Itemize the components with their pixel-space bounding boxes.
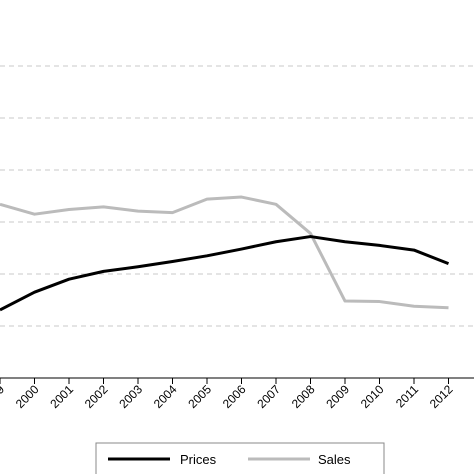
legend: Prices Sales bbox=[95, 442, 385, 474]
x-tick-label: 2009 bbox=[323, 382, 352, 411]
x-tick-label: 2005 bbox=[185, 382, 214, 411]
x-tick-label: 2012 bbox=[427, 382, 456, 411]
x-tick-label: 2010 bbox=[358, 382, 387, 411]
series-lines bbox=[0, 195, 450, 312]
x-tick-label: 1999 bbox=[0, 382, 7, 411]
legend-label-sales: Sales bbox=[318, 452, 351, 467]
legend-label-prices: Prices bbox=[180, 452, 217, 467]
x-tick-label: 2004 bbox=[151, 382, 180, 411]
x-tick-label: 2011 bbox=[393, 382, 421, 410]
x-tick-label: 2001 bbox=[47, 382, 76, 411]
series-line-sales bbox=[0, 195, 449, 310]
gridlines bbox=[0, 65, 474, 327]
x-tick-label: 2008 bbox=[289, 382, 318, 411]
x-tick-label: 2006 bbox=[220, 382, 249, 411]
x-tick-label: 2000 bbox=[13, 382, 42, 411]
x-tick-label: 2003 bbox=[116, 382, 145, 411]
series-line-prices bbox=[0, 235, 450, 312]
x-tick-label: 2002 bbox=[82, 382, 111, 411]
x-tick-label: 2007 bbox=[254, 382, 283, 411]
x-axis-ticks: 1999 2000 2001 2002 2003 2004 2005 2006 2007 2008… bbox=[0, 378, 456, 411]
